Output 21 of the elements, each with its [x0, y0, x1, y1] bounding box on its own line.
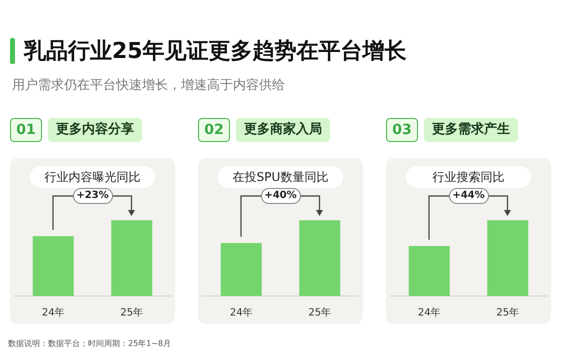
- text: 数据说明：数据平台；时间周期：25年1~8月: [8, 338, 172, 349]
- x-tick-label: 25年: [308, 306, 332, 319]
- text: 01: [10, 118, 42, 142]
- x-tick-label: 24年: [42, 306, 65, 319]
- chart-subtitle: 更多商家入局: [236, 118, 330, 142]
- chart-title: 行业内容曝光同比: [30, 166, 155, 188]
- x-tick-label: 24年: [230, 306, 253, 319]
- x-tick-label: 25年: [120, 306, 144, 319]
- chart-title: 行业搜索同比: [406, 166, 531, 188]
- x-tick-label: 25年: [496, 306, 520, 319]
- annotation: +44%: [448, 188, 488, 204]
- text: 03: [386, 118, 418, 142]
- chart-subtitle: 更多内容分享: [48, 118, 142, 142]
- text: 乳品行业25年见证更多趋势在平台增长: [24, 38, 407, 66]
- text: 用户需求仍在平台快速增长，增速高于内容供给: [12, 77, 285, 94]
- annotation: +23%: [72, 188, 112, 204]
- chart-title: 在投SPU数量同比: [218, 166, 343, 188]
- chart-subtitle: 更多需求产生: [424, 118, 518, 142]
- x-tick-label: 24年: [418, 306, 441, 319]
- text: 02: [198, 118, 230, 142]
- annotation: +40%: [260, 188, 300, 204]
